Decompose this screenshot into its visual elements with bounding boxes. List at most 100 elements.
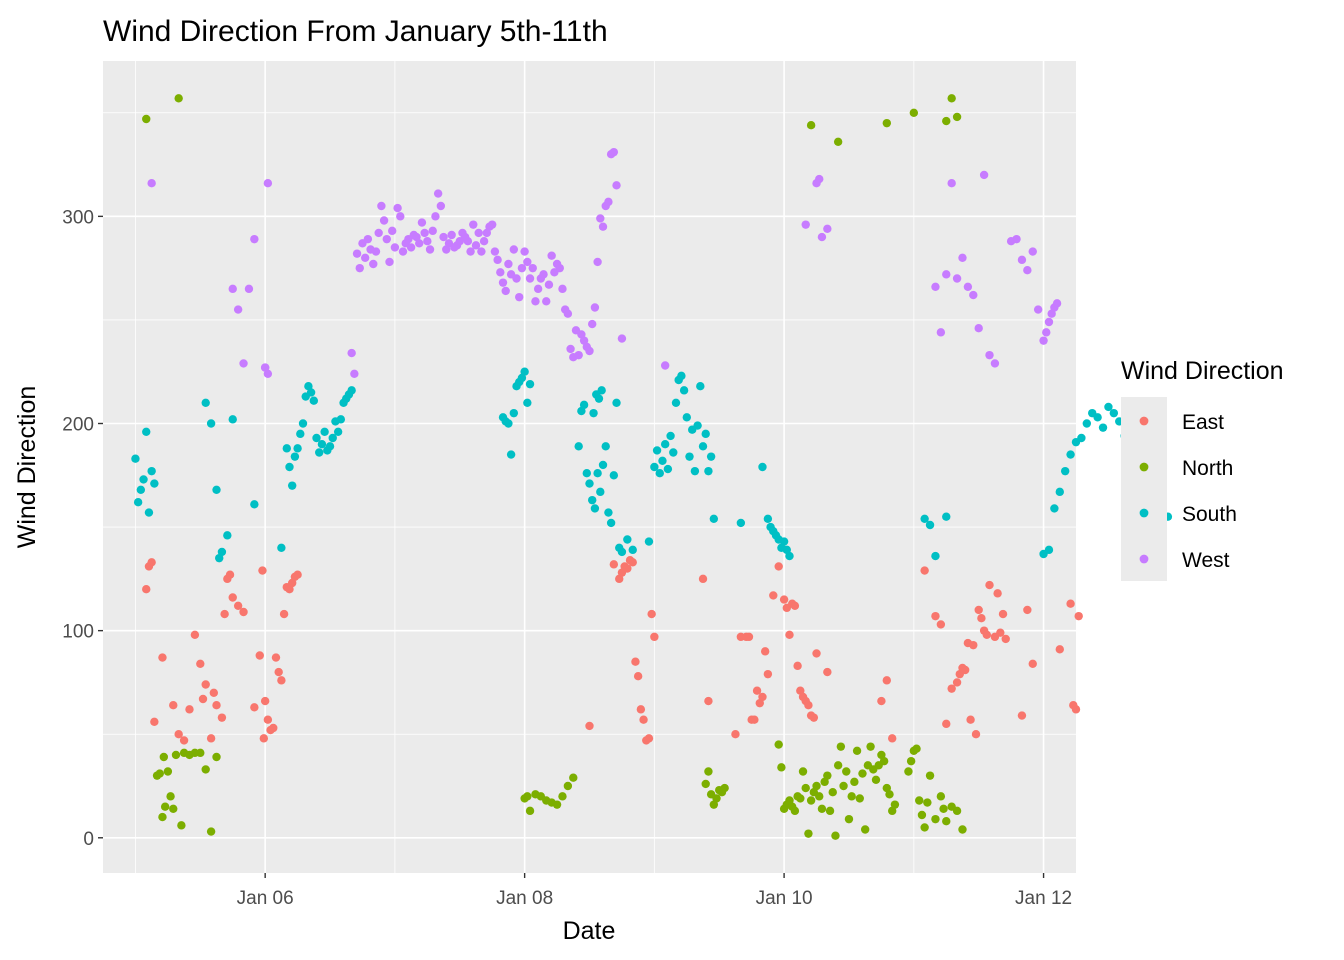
point-west	[509, 245, 519, 254]
point-south	[523, 398, 532, 407]
point-east	[942, 719, 951, 729]
point-east	[750, 715, 759, 724]
y-tick-label: 0	[83, 829, 94, 850]
point-north	[171, 750, 181, 760]
point-west	[588, 319, 597, 329]
point-east	[150, 717, 159, 726]
point-west	[363, 234, 373, 244]
y-tick-label: 300	[62, 207, 94, 228]
point-west	[496, 268, 505, 277]
point-south	[317, 440, 327, 449]
point-north	[801, 783, 810, 793]
legend-key-west	[1139, 554, 1149, 564]
point-north	[815, 792, 824, 801]
point-east	[758, 692, 767, 702]
point-east	[998, 609, 1008, 619]
point-west	[498, 278, 508, 287]
point-north	[906, 756, 916, 766]
point-north	[936, 792, 946, 801]
point-west	[574, 350, 583, 360]
point-east	[812, 649, 821, 658]
point-east	[793, 661, 802, 671]
point-south	[604, 508, 613, 517]
point-north	[774, 740, 783, 749]
point-south	[293, 444, 302, 453]
point-south	[325, 442, 335, 451]
point-west	[539, 270, 548, 279]
y-axis-ticks: 0 100 200 300	[62, 207, 103, 850]
point-east	[752, 686, 762, 695]
point-south	[336, 415, 346, 424]
point-east	[760, 647, 770, 656]
point-south	[1093, 413, 1102, 422]
point-east	[269, 723, 278, 733]
point-west	[504, 259, 513, 269]
point-south	[147, 466, 156, 476]
point-north	[720, 783, 729, 793]
point-east	[225, 570, 235, 579]
point-west	[585, 346, 594, 356]
point-north	[852, 746, 862, 755]
point-south	[585, 479, 594, 488]
point-north	[915, 796, 924, 805]
point-north	[201, 765, 210, 774]
point-north	[212, 752, 221, 762]
point-south	[758, 462, 767, 472]
point-south	[133, 498, 143, 507]
point-north	[804, 829, 813, 838]
point-east	[947, 684, 956, 693]
point-north	[777, 763, 786, 772]
point-south	[290, 452, 300, 461]
point-north	[879, 756, 889, 766]
point-east	[779, 595, 789, 604]
point-north	[850, 777, 859, 787]
point-west	[990, 359, 1000, 368]
point-west	[947, 179, 956, 188]
point-south	[706, 452, 716, 461]
point-south	[1066, 450, 1075, 459]
point-west	[466, 247, 475, 256]
point-south	[597, 386, 606, 395]
point-north	[833, 137, 843, 146]
point-west	[488, 220, 497, 229]
point-south	[588, 495, 597, 505]
point-west	[433, 189, 443, 198]
point-west	[547, 251, 556, 260]
point-west	[1028, 247, 1037, 256]
point-east	[744, 632, 754, 642]
point-east	[650, 632, 659, 642]
point-south	[277, 543, 286, 552]
point-north	[939, 804, 948, 813]
point-west	[617, 334, 627, 343]
point-west	[590, 303, 600, 312]
point-south	[596, 487, 605, 497]
point-west	[425, 245, 435, 254]
point-west	[612, 181, 621, 190]
point-west	[244, 284, 254, 294]
point-north	[833, 761, 843, 770]
point-west	[969, 290, 978, 300]
point-east	[260, 696, 270, 706]
point-south	[520, 367, 529, 376]
point-south	[612, 398, 621, 407]
point-west	[985, 350, 994, 360]
point-east	[293, 570, 302, 579]
legend-key-south	[1139, 508, 1149, 518]
point-south	[589, 408, 598, 418]
point-south	[139, 475, 148, 484]
point-south	[925, 520, 935, 530]
point-south	[217, 547, 227, 557]
point-west	[398, 247, 408, 256]
point-south	[315, 448, 324, 457]
chart-title: Wind Direction From January 5th-11th	[103, 15, 608, 48]
point-south	[228, 415, 237, 424]
point-south	[590, 504, 600, 513]
point-north	[917, 810, 927, 820]
point-east	[769, 591, 778, 600]
legend-key-north	[1139, 462, 1149, 472]
point-north	[923, 798, 932, 807]
point-east	[179, 736, 189, 745]
point-north	[796, 794, 805, 803]
point-south	[223, 531, 232, 540]
point-east	[882, 676, 892, 685]
